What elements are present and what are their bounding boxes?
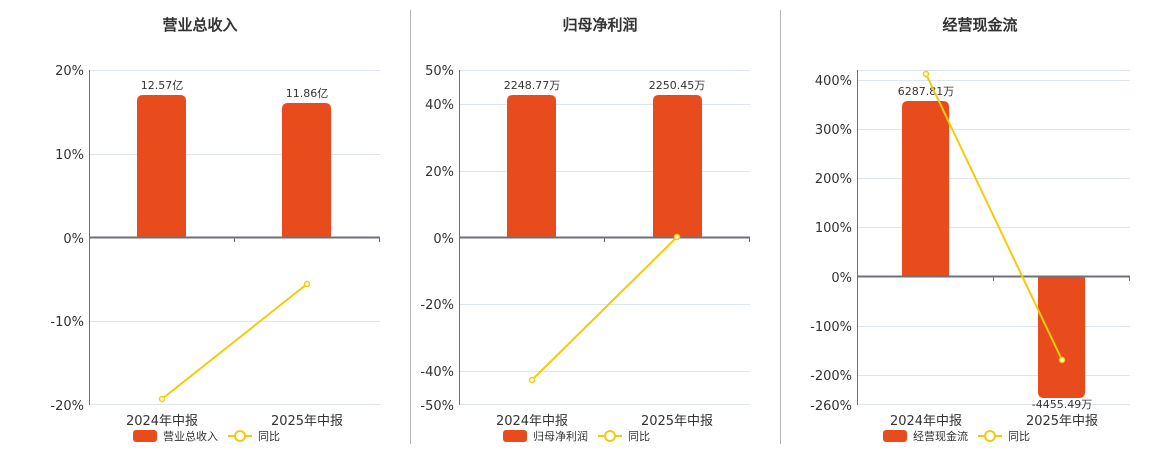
chart-title: 经营现金流 (942, 16, 1018, 34)
svg-text:0%: 0% (831, 271, 852, 286)
legend-line-label[interactable]: 同比 (258, 430, 280, 443)
yoy-line (531, 236, 678, 381)
legend: 营业总收入 同比 (133, 428, 280, 444)
svg-text:-10%: -10% (50, 315, 84, 330)
svg-text:20%: 20% (55, 64, 84, 79)
legend-bar-label[interactable]: 归母净利润 (533, 430, 588, 443)
legend: 经营现金流 同比 (883, 428, 1030, 444)
bar-2024[interactable] (137, 95, 186, 238)
svg-text:-50%: -50% (420, 399, 454, 414)
yoy-point[interactable] (303, 280, 311, 288)
bar-2024[interactable] (902, 101, 949, 277)
svg-text:10%: 10% (55, 148, 84, 163)
legend-line-label[interactable]: 同比 (628, 430, 650, 443)
svg-text:-260%: -260% (810, 399, 852, 414)
yoy-line (925, 73, 1063, 361)
x-category-label: 2025年中报 (1026, 414, 1098, 429)
x-category-label: 2025年中报 (641, 414, 713, 429)
legend-line-label[interactable]: 同比 (1008, 430, 1030, 443)
svg-text:400%: 400% (815, 74, 852, 89)
revenue-chart: 20% 10% 0% -10% -20% 12.57亿 11.86亿 2024年… (50, 64, 380, 429)
bar-2025[interactable] (653, 95, 702, 238)
legend-bar-swatch[interactable] (883, 430, 907, 442)
net-profit-chart: 50% 40% 20% 0% -20% -40% -50% 2248.77万 2… (420, 64, 750, 429)
revenue-chart-panel: 营业总收入 20% 10% 0% -10% -20% 12.57亿 11.86亿… (0, 0, 400, 450)
x-category-label: 2025年中报 (271, 414, 343, 429)
bar-value-label: 12.57亿 (141, 79, 184, 92)
x-category-label: 2024年中报 (890, 414, 962, 429)
net-profit-chart-panel: 归母净利润 50% 40% 20% 0% -20% -40% -50% 2248… (400, 0, 780, 450)
cash-flow-chart: 400% 300% 200% 100% 0% -100% -200% -260%… (810, 70, 1130, 429)
svg-text:-100%: -100% (810, 320, 852, 335)
legend-line-icon[interactable] (598, 430, 622, 442)
yoy-line (161, 283, 308, 400)
svg-text:20%: 20% (425, 165, 454, 180)
svg-text:0%: 0% (433, 232, 454, 247)
svg-text:50%: 50% (425, 64, 454, 79)
bar-2025[interactable] (282, 103, 331, 238)
svg-text:-200%: -200% (810, 369, 852, 384)
panel-divider (410, 10, 411, 444)
svg-text:300%: 300% (815, 123, 852, 138)
bar-value-label: 2250.45万 (649, 79, 706, 92)
svg-text:-20%: -20% (50, 399, 84, 414)
legend: 归母净利润 同比 (503, 428, 650, 444)
yoy-point[interactable] (1058, 356, 1066, 364)
svg-text:40%: 40% (425, 98, 454, 113)
svg-text:-20%: -20% (420, 298, 454, 313)
y-tick-labels: 50% 40% 20% 0% -20% -40% -50% (420, 64, 454, 414)
bar-2025[interactable] (1038, 277, 1085, 398)
svg-text:0%: 0% (63, 232, 84, 247)
legend-bar-label[interactable]: 营业总收入 (163, 430, 218, 443)
y-tick-labels: 400% 300% 200% 100% 0% -100% -200% -260% (810, 74, 852, 414)
chart-title: 归母净利润 (562, 16, 638, 34)
x-category-label: 2024年中报 (496, 414, 568, 429)
svg-text:-40%: -40% (420, 365, 454, 380)
yoy-point[interactable] (158, 395, 166, 403)
cash-flow-chart-panel: 经营现金流 400% 300% 200% 100% 0% -100% -200%… (780, 0, 1160, 450)
bar-2024[interactable] (507, 95, 556, 238)
chart-title: 营业总收入 (162, 16, 238, 34)
yoy-point[interactable] (922, 70, 930, 78)
x-category-label: 2024年中报 (126, 414, 198, 429)
yoy-point[interactable] (673, 233, 681, 241)
svg-text:100%: 100% (815, 221, 852, 236)
legend-bar-swatch[interactable] (503, 430, 527, 442)
bar-value-label: -4455.49万 (1032, 398, 1092, 411)
legend-bar-swatch[interactable] (133, 430, 157, 442)
bar-value-label: 2248.77万 (504, 79, 561, 92)
gridlines (90, 70, 380, 405)
legend-bar-label[interactable]: 经营现金流 (913, 430, 968, 443)
panel-divider (780, 10, 781, 444)
yoy-point[interactable] (528, 376, 536, 384)
legend-line-icon[interactable] (978, 430, 1002, 442)
bar-value-label: 6287.81万 (898, 85, 955, 98)
y-tick-labels: 20% 10% 0% -10% -20% (50, 64, 84, 414)
bar-value-label: 11.86亿 (286, 87, 329, 100)
legend-line-icon[interactable] (228, 430, 252, 442)
gridlines (858, 70, 1130, 405)
svg-text:200%: 200% (815, 172, 852, 187)
